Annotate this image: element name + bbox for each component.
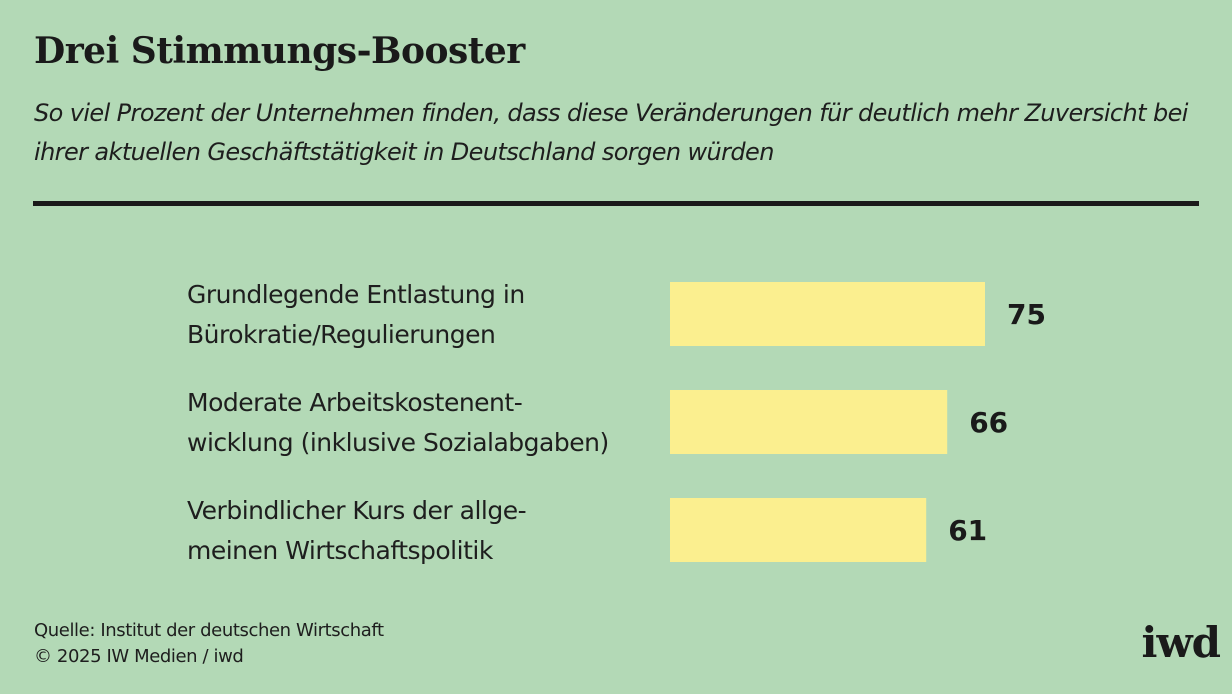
category-label-2: Moderate Arbeitskostenent-wicklung (inkl… [187, 388, 609, 457]
header-divider [33, 201, 1199, 206]
source-block: Quelle: Institut der deutschen Wirtschaf… [34, 618, 384, 670]
value-label-2: 66 [969, 406, 1008, 439]
category-label-line: wicklung (inklusive Sozialabgaben) [187, 428, 609, 457]
source-text: Quelle: Institut der deutschen Wirtschaf… [34, 620, 384, 641]
category-label-3: Verbindlicher Kurs der allge-meinen Wirt… [187, 496, 526, 565]
category-label-line: meinen Wirtschaftspolitik [187, 536, 494, 565]
bar-1 [670, 282, 985, 346]
category-label-line: Moderate Arbeitskostenent- [187, 388, 522, 417]
bar-2 [670, 390, 948, 454]
value-label-3: 61 [948, 514, 987, 547]
copyright-text: © 2025 IW Medien / iwd [34, 646, 244, 667]
value-label-1: 75 [1007, 298, 1046, 331]
category-label-line: Verbindlicher Kurs der allge- [187, 496, 526, 525]
chart-subtitle: So viel Prozent der Unternehmen finden, … [34, 99, 1188, 166]
category-label-line: Bürokratie/Regulierungen [187, 320, 495, 349]
chart-title: Drei Stimmungs-Booster [34, 30, 525, 72]
category-label-1: Grundlegende Entlastung in Bürokratie/Reg… [187, 280, 525, 349]
bar-chart: 75 Grundlegende Entlastung in Bürokratie/R… [187, 280, 1046, 565]
bar-3 [670, 498, 927, 562]
iwd-logo: iwd [1141, 618, 1221, 667]
category-label-line: Grundlegende Entlastung in [187, 280, 525, 309]
